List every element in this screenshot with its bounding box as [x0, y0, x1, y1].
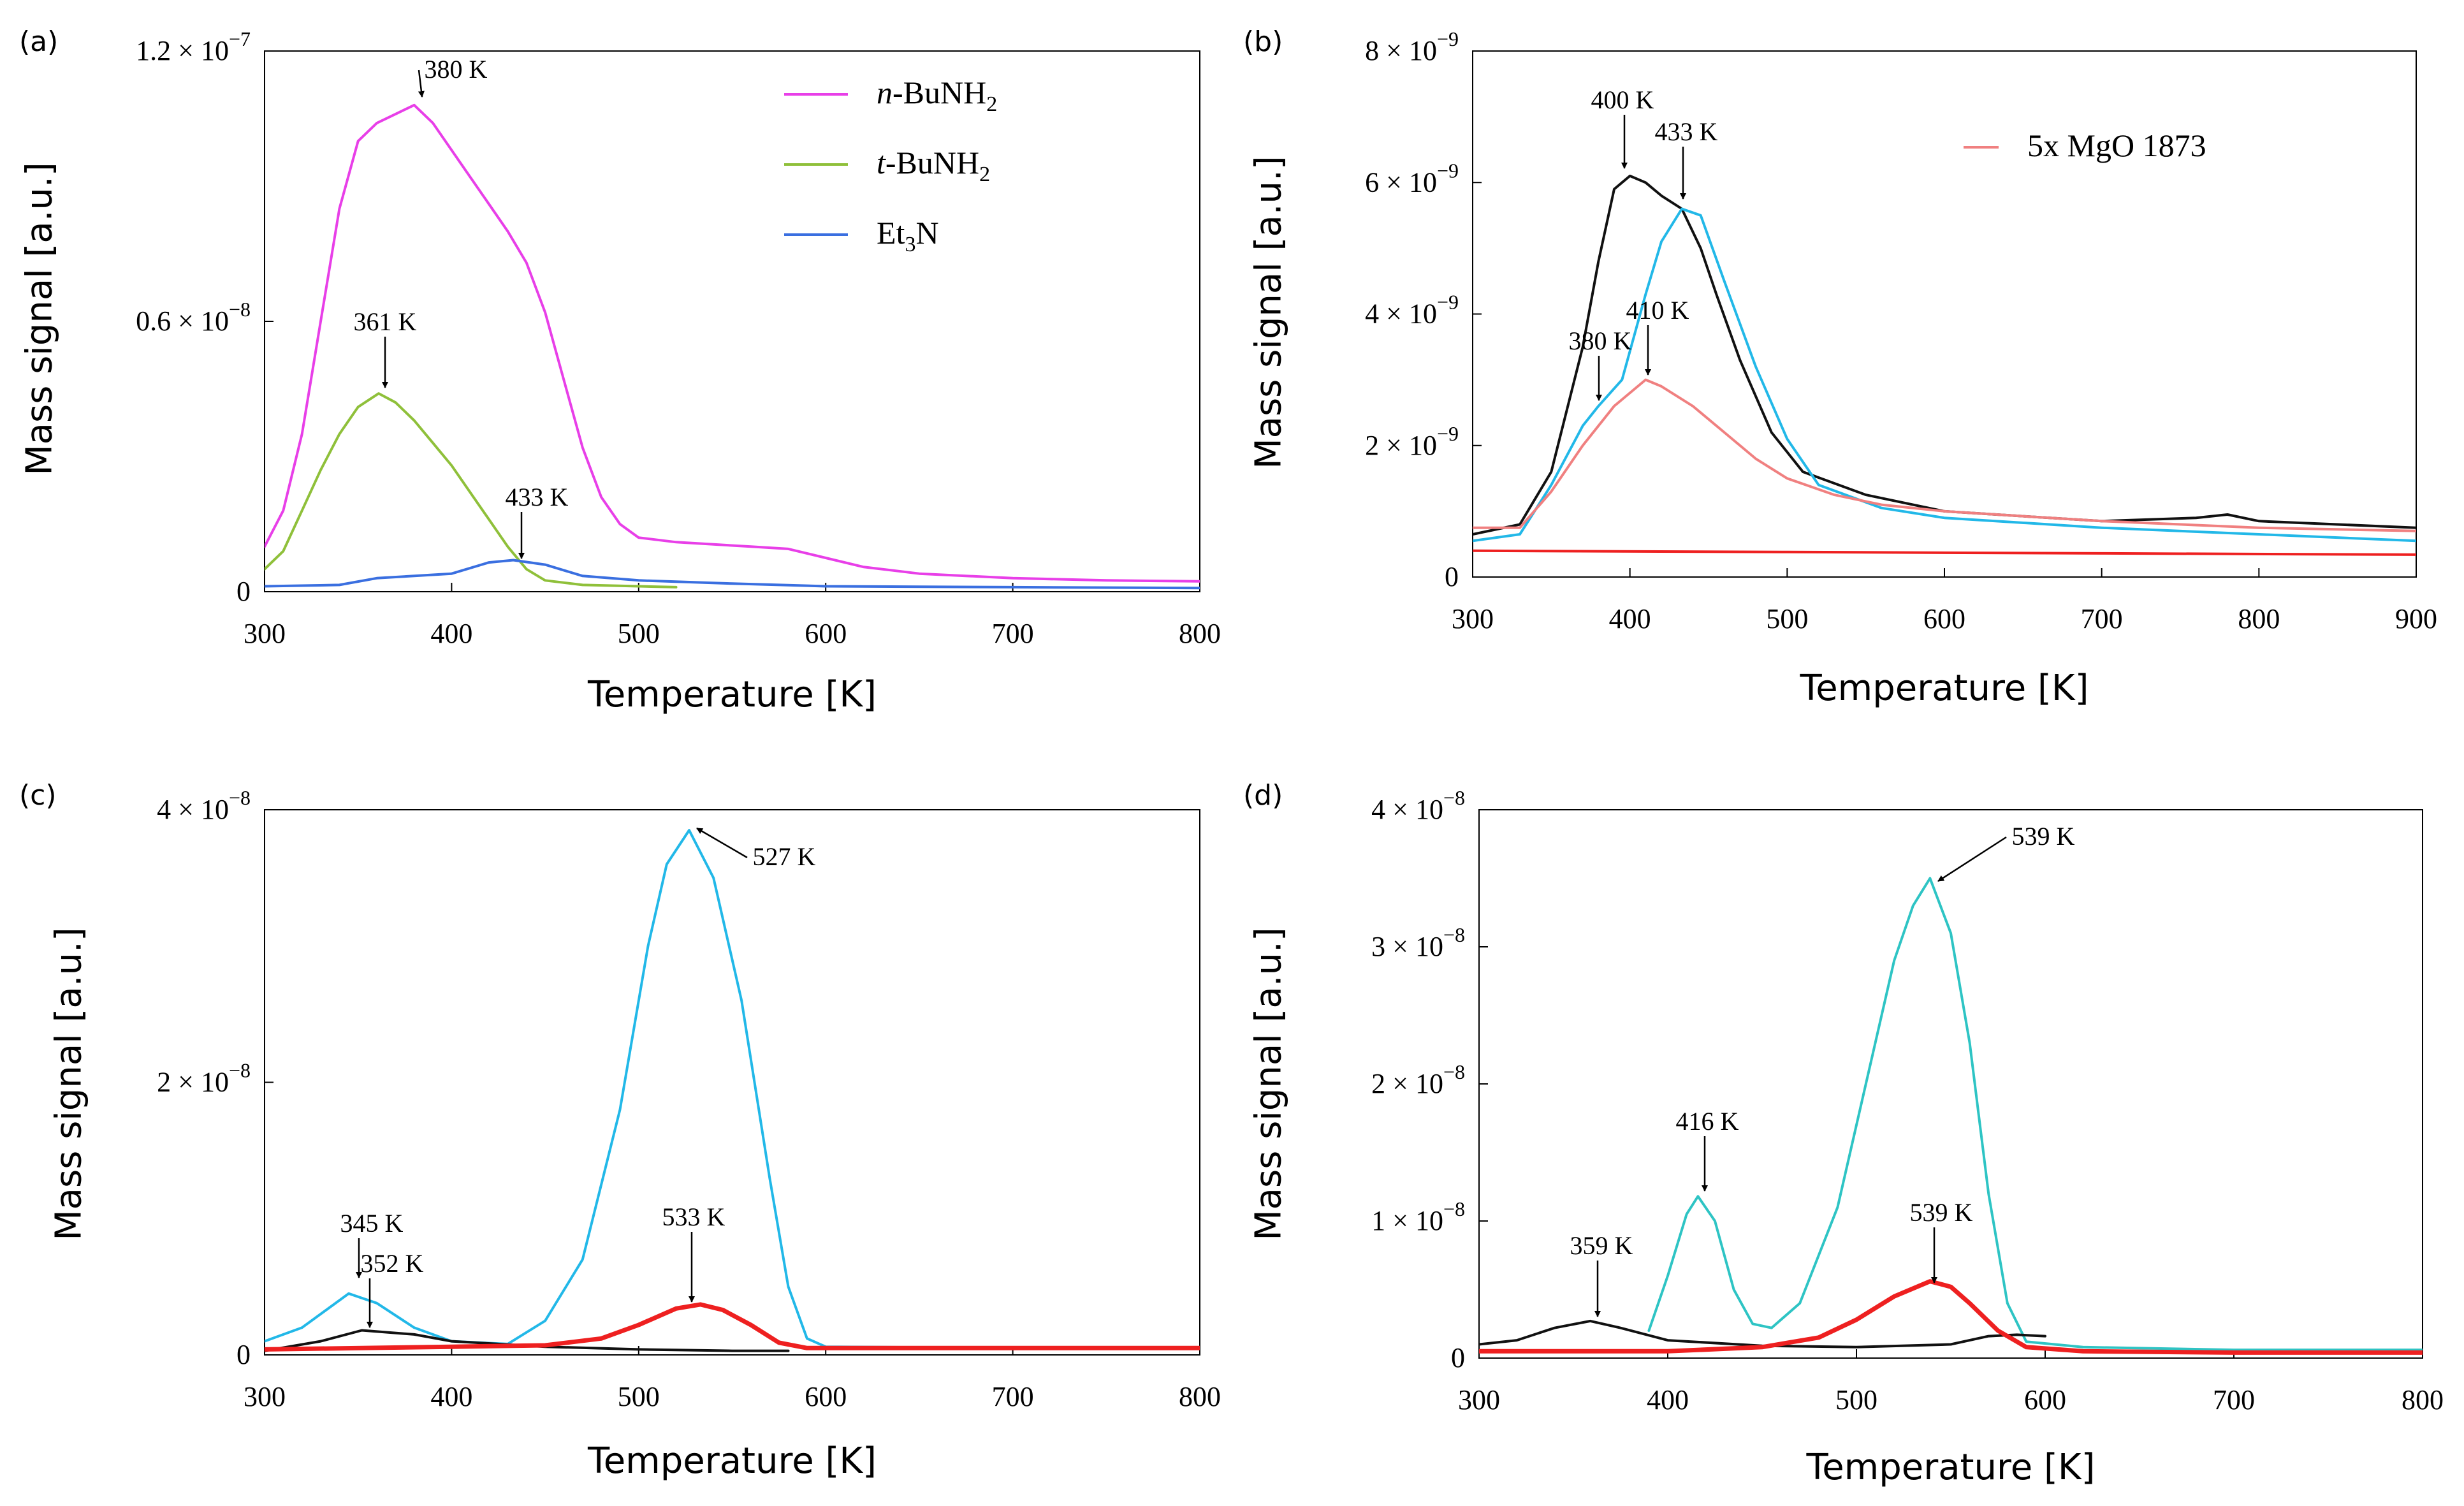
series-line-t-bunh2 — [265, 392, 678, 589]
series-line-et3n — [265, 559, 1200, 590]
x-axis-label: Temperature [K] — [587, 674, 877, 715]
y-axis-label: Mass signal [a.u.] — [1248, 156, 1290, 469]
x-tick-label: 800 — [1179, 618, 1221, 649]
series-line-red — [265, 1302, 1200, 1352]
x-tick-label: 700 — [992, 618, 1034, 649]
legend-entry: n-BuNH2 — [877, 75, 997, 116]
x-tick-label: 500 — [1835, 1384, 1877, 1415]
x-tick-label: 400 — [1609, 603, 1651, 634]
peak-annotation: 400 K — [1591, 85, 1654, 114]
panel-c: (c) 300 400 500 600 700 800 0 2 × 10−8​ 4 × 10−8​… — [19, 779, 1221, 1482]
x-tick-label: 700 — [2213, 1384, 2255, 1415]
y-tick-label: 6 × 10−9​ — [1365, 159, 1459, 198]
x-tick-label: 800 — [2402, 1384, 2444, 1415]
y-tick-label: 1.2 × 10−7​ — [136, 27, 251, 66]
panel-a: (a) 300 400 500 600 700 800 0 0.6 × 10−8​ 1.2 × 1… — [19, 26, 1221, 715]
peak-annotation: 539 K — [1910, 1198, 1973, 1227]
series-line-n-bunh2 — [265, 103, 1200, 583]
y-tick-label: 4 × 10−9​ — [1365, 291, 1459, 330]
series-line-teal — [1647, 877, 2423, 1352]
y-tick-label: 4 × 10−8​ — [1371, 786, 1465, 825]
x-tick-label: 500 — [1766, 603, 1808, 634]
panel-label: (d) — [1243, 779, 1283, 812]
x-tick-label: 700 — [2081, 603, 2123, 634]
peak-annotation: 359 K — [1570, 1231, 1633, 1260]
series-line-cyan — [265, 829, 1200, 1350]
x-axis-label: Temperature [K] — [1806, 1447, 2096, 1488]
y-axis-label: Mass signal [a.u.] — [1248, 927, 1290, 1240]
x-tick-label: 900 — [2395, 603, 2437, 634]
peak-annotation: 533 K — [662, 1203, 725, 1231]
x-tick-label: 300 — [1458, 1384, 1500, 1415]
x-tick-label: 800 — [1179, 1381, 1221, 1412]
y-tick-label: 3 × 10−8​ — [1371, 923, 1465, 962]
x-tick-label: 300 — [244, 1381, 286, 1412]
peak-annotation: 433 K — [506, 483, 569, 511]
x-tick-label: 400 — [1647, 1384, 1689, 1415]
legend-entry: Et3N — [877, 215, 939, 256]
series-line-5x-mgo-1873 — [1473, 378, 2416, 532]
peak-arrow — [1937, 836, 2007, 882]
peak-annotation: 345 K — [340, 1209, 404, 1238]
peak-annotation: 361 K — [354, 307, 417, 336]
panel-label: (b) — [1243, 26, 1283, 58]
peak-annotation: 433 K — [1655, 117, 1718, 146]
x-tick-label: 400 — [430, 618, 472, 649]
x-axis-label: Temperature [K] — [1800, 668, 2089, 709]
x-axis-label: Temperature [K] — [587, 1440, 877, 1482]
x-tick-label: 300 — [1452, 603, 1494, 634]
y-axis-label: Mass signal [a.u.] — [19, 162, 61, 475]
y-tick-label: 0 — [1445, 561, 1459, 592]
series-line-black — [1473, 174, 2416, 536]
y-tick-label: 0 — [237, 1339, 251, 1370]
panel-d: (d) 300 400 500 600 700 800 0 1 × 10−8​ 2 × 10−8​… — [1243, 779, 2444, 1488]
legend-entry: t-BuNH2 — [877, 145, 990, 186]
peak-arrow — [418, 69, 425, 98]
series-line-black — [265, 1329, 790, 1352]
peak-annotation: 539 K — [2012, 822, 2075, 851]
peak-annotation: 416 K — [1676, 1107, 1739, 1136]
peak-annotation: 380 K — [1569, 326, 1632, 355]
panel-label: (a) — [19, 26, 58, 58]
y-tick-label: 0 — [237, 576, 251, 607]
y-tick-label: 0.6 × 10−8​ — [136, 298, 251, 337]
panel-label: (c) — [19, 779, 57, 812]
peak-annotation: 410 K — [1626, 296, 1689, 325]
y-tick-label: 2 × 10−8​ — [157, 1059, 251, 1098]
series-line-red — [1473, 549, 2416, 556]
peak-annotation: 527 K — [753, 842, 816, 871]
peak-annotation: 352 K — [361, 1249, 424, 1278]
y-tick-label: 1 × 10−8​ — [1371, 1197, 1465, 1236]
x-tick-label: 400 — [430, 1381, 472, 1412]
x-tick-label: 800 — [2238, 603, 2280, 634]
x-tick-label: 500 — [618, 1381, 660, 1412]
x-tick-label: 600 — [1923, 603, 1965, 634]
panel-b: (b) 300 400 500 600 700 800 900 2 × 10−9​ 4 × 10−… — [1243, 26, 2437, 709]
plot-frame — [1472, 50, 2417, 578]
y-tick-label: 2 × 10−8​ — [1371, 1060, 1465, 1099]
y-tick-label: 2 × 10−9​ — [1365, 422, 1459, 461]
series-line-red — [1479, 1279, 2423, 1355]
plot-frame — [1478, 809, 2423, 1359]
y-tick-label: 4 × 10−8​ — [157, 786, 251, 825]
y-axis-label: Mass signal [a.u.] — [48, 927, 90, 1240]
x-tick-label: 600 — [2024, 1384, 2066, 1415]
x-tick-label: 300 — [244, 618, 286, 649]
legend-entry: 5x MgO 1873 — [2027, 128, 2206, 163]
series-line-cyan — [1473, 207, 2416, 543]
series-line-black — [1479, 1319, 2046, 1349]
x-tick-label: 500 — [618, 618, 660, 649]
peak-annotation: 380 K — [425, 55, 488, 84]
peak-arrow — [696, 827, 748, 859]
x-tick-label: 600 — [805, 618, 847, 649]
y-tick-label: 8 × 10−9​ — [1365, 27, 1459, 66]
x-tick-label: 700 — [992, 1381, 1034, 1412]
y-tick-label: 0 — [1451, 1342, 1465, 1373]
x-tick-label: 600 — [805, 1381, 847, 1412]
